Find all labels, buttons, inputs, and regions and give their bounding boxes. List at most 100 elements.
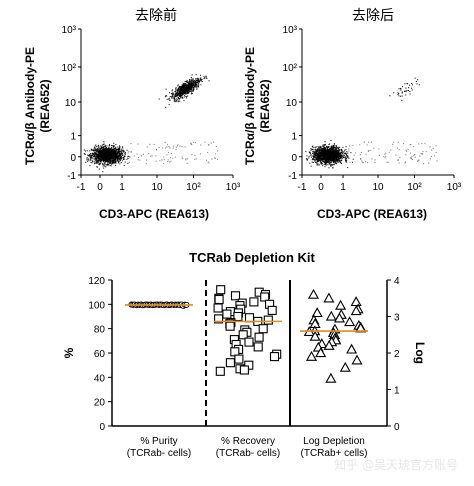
event-dot-after <box>415 80 417 82</box>
event-dot-before <box>123 165 125 167</box>
y-axis-title-right: Log <box>413 342 427 364</box>
event-dot-after <box>346 151 348 153</box>
event-dot-before <box>200 144 202 146</box>
event-dot-after <box>343 152 345 154</box>
event-dot-before <box>102 153 104 155</box>
event-dot-before <box>187 92 189 94</box>
event-dot-after <box>315 153 317 155</box>
event-dot-after <box>351 161 353 163</box>
y-tick-label-before: 10² <box>62 63 77 74</box>
event-dot-before <box>104 148 106 150</box>
event-dot-before <box>91 154 93 156</box>
event-dot-after <box>313 160 315 162</box>
event-dot-before <box>113 150 115 152</box>
event-dot-before <box>127 152 129 154</box>
event-dot-after <box>314 159 316 161</box>
event-dot-after <box>324 166 326 168</box>
event-dot-after <box>405 94 407 96</box>
plot-title-before: 去除前 <box>135 7 177 24</box>
x-tick-label-before: 10² <box>186 182 201 193</box>
event-dot-before <box>175 93 177 95</box>
event-dot-after <box>323 150 325 152</box>
event-dot-before <box>198 81 200 83</box>
event-dot-after <box>345 160 347 162</box>
y-tick-label-before: -1 <box>67 171 76 182</box>
event-dot-before <box>93 153 95 155</box>
event-dot-after <box>334 151 336 153</box>
event-dot-after <box>322 149 324 151</box>
event-dot-after <box>317 148 319 150</box>
event-dot-before <box>93 161 95 163</box>
event-dot-before <box>87 159 89 161</box>
event-dot-before <box>102 151 104 153</box>
event-dot-before <box>113 142 115 144</box>
event-dot-before <box>118 151 120 153</box>
event-dot-after <box>361 160 363 162</box>
event-dot-before <box>115 159 117 161</box>
event-dot-before <box>107 152 109 154</box>
event-dot-after <box>328 161 330 163</box>
event-dot-before <box>117 148 119 150</box>
event-dot-before <box>115 164 117 166</box>
event-dot-after <box>332 151 334 153</box>
event-dot-before <box>187 88 189 90</box>
event-dot-before <box>176 95 178 97</box>
event-dot-after <box>317 149 319 151</box>
event-dot-after <box>315 152 317 154</box>
event-dot-before <box>90 158 92 160</box>
y-tick-label-left: 120 <box>88 276 105 287</box>
event-dot-before <box>114 154 116 156</box>
event-dot-before <box>108 151 110 153</box>
event-dot-after <box>315 148 317 150</box>
event-dot-before <box>190 90 192 92</box>
event-dot-before <box>107 160 109 162</box>
event-dot-before <box>182 84 184 86</box>
event-dot-before <box>196 78 198 80</box>
event-dot-after <box>305 151 307 153</box>
event-dot-before <box>193 82 195 84</box>
event-dot-after <box>336 148 338 150</box>
event-dot-after <box>321 156 323 158</box>
event-dot-before <box>196 84 198 86</box>
event-dot-after <box>316 149 318 151</box>
event-dot-after <box>313 154 315 156</box>
event-dot-after <box>308 157 310 159</box>
event-dot-after <box>321 152 323 154</box>
event-dot-after <box>312 161 314 163</box>
event-dot-before <box>182 158 184 160</box>
event-dot-after <box>335 146 337 148</box>
event-dot-before <box>124 161 126 163</box>
event-dot-after <box>321 149 323 151</box>
event-dot-after <box>335 151 337 153</box>
event-dot-before <box>86 150 88 152</box>
event-dot-before <box>111 153 113 155</box>
event-dot-before <box>113 156 115 158</box>
event-dot-after <box>315 158 317 160</box>
y-tick-label-right: 2 <box>394 349 400 360</box>
event-dot-after <box>397 94 399 96</box>
event-dot-after <box>330 164 332 166</box>
event-dot-after <box>322 158 324 160</box>
event-dot-before <box>95 161 97 163</box>
event-dot-before <box>192 88 194 90</box>
event-dot-before <box>161 159 163 161</box>
event-dot-before <box>105 158 107 160</box>
event-dot-before <box>195 86 197 88</box>
event-dot-before <box>88 158 90 160</box>
event-dot-after <box>311 159 313 161</box>
event-dot-after <box>348 148 350 150</box>
event-dot-after <box>322 145 324 147</box>
event-dot-before <box>140 155 142 157</box>
event-dot-before <box>211 158 213 160</box>
event-dot-after <box>315 154 317 156</box>
event-dot-before <box>188 89 190 91</box>
event-dot-after <box>414 77 416 79</box>
event-dot-before <box>94 152 96 154</box>
event-dot-after <box>330 162 332 164</box>
event-dot-after <box>310 152 312 154</box>
event-dot-after <box>324 149 326 151</box>
event-dot-before <box>215 153 217 155</box>
event-dot-after <box>333 150 335 152</box>
event-dot-before <box>95 154 97 156</box>
